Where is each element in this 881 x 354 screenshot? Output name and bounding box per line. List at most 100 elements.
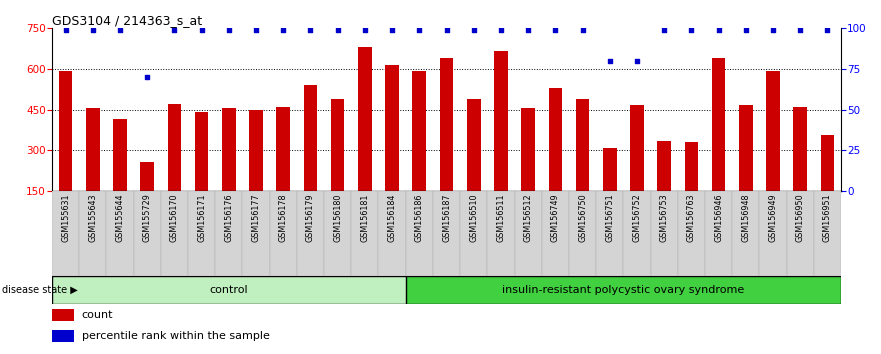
Point [277, 27, 291, 33]
Point [712, 27, 726, 33]
Bar [358, 47, 372, 191]
Bar [242, 191, 270, 276]
Point [575, 27, 589, 33]
Bar [624, 191, 650, 276]
Point [685, 27, 699, 33]
Text: GSM156950: GSM156950 [796, 194, 804, 242]
Text: insulin-resistant polycystic ovary syndrome: insulin-resistant polycystic ovary syndr… [502, 285, 744, 295]
Bar [440, 58, 454, 191]
Bar [114, 119, 127, 191]
Bar [331, 99, 344, 191]
Point [440, 27, 454, 33]
Bar [569, 191, 596, 276]
Bar [304, 85, 317, 191]
Bar [739, 105, 752, 191]
Point [358, 27, 372, 33]
Text: count: count [82, 310, 113, 320]
Bar [460, 191, 487, 276]
Bar [650, 191, 677, 276]
Bar [405, 276, 841, 304]
Point [113, 27, 127, 33]
Bar [412, 72, 426, 191]
Bar [630, 105, 644, 191]
Point [412, 27, 426, 33]
Bar [685, 142, 698, 191]
Text: GSM156948: GSM156948 [741, 194, 751, 242]
Point [195, 27, 209, 33]
Bar [487, 191, 515, 276]
Bar [86, 108, 100, 191]
Bar [549, 88, 562, 191]
Point [222, 27, 236, 33]
Text: GSM156180: GSM156180 [333, 194, 342, 242]
Point [58, 27, 72, 33]
Text: GSM156753: GSM156753 [660, 194, 669, 242]
Point [630, 58, 644, 63]
Text: GSM156181: GSM156181 [360, 194, 369, 242]
Point [820, 27, 834, 33]
Bar [759, 191, 787, 276]
Point [766, 27, 780, 33]
Text: GSM156179: GSM156179 [306, 194, 315, 242]
Bar [820, 135, 834, 191]
Bar [270, 191, 297, 276]
Bar [385, 65, 399, 191]
Text: percentile rank within the sample: percentile rank within the sample [82, 331, 270, 341]
Bar [575, 99, 589, 191]
Point [140, 74, 154, 80]
Bar [140, 162, 154, 191]
Point [330, 27, 344, 33]
Point [739, 27, 753, 33]
Bar [732, 191, 759, 276]
Bar [705, 191, 732, 276]
Bar [522, 108, 535, 191]
Text: GSM156752: GSM156752 [633, 194, 641, 242]
Text: GSM156171: GSM156171 [197, 194, 206, 242]
Bar [596, 191, 624, 276]
Point [467, 27, 481, 33]
Bar [59, 72, 72, 191]
Point [303, 27, 317, 33]
Bar [794, 107, 807, 191]
Text: GSM156186: GSM156186 [415, 194, 424, 242]
Text: GSM156512: GSM156512 [523, 194, 533, 242]
Bar [814, 191, 841, 276]
Bar [677, 191, 705, 276]
Text: GSM155729: GSM155729 [143, 194, 152, 242]
Bar [603, 148, 617, 191]
Bar [515, 191, 542, 276]
Text: GSM156750: GSM156750 [578, 194, 587, 242]
Bar [657, 141, 671, 191]
Bar [195, 112, 209, 191]
Bar [188, 191, 215, 276]
Text: control: control [210, 285, 248, 295]
Bar [167, 104, 181, 191]
Bar [712, 58, 725, 191]
Text: GSM156177: GSM156177 [252, 194, 261, 242]
Bar [52, 309, 74, 321]
Bar [222, 108, 235, 191]
Bar [297, 191, 324, 276]
Point [249, 27, 263, 33]
Point [657, 27, 671, 33]
Bar [542, 191, 569, 276]
Point [85, 27, 100, 33]
Bar [52, 191, 79, 276]
Point [548, 27, 562, 33]
Bar [52, 330, 74, 342]
Bar [467, 99, 480, 191]
Text: disease state ▶: disease state ▶ [2, 285, 78, 295]
Text: GSM155644: GSM155644 [115, 194, 124, 242]
Text: GSM156951: GSM156951 [823, 194, 832, 242]
Point [603, 58, 617, 63]
Bar [161, 191, 188, 276]
Bar [766, 72, 780, 191]
Text: GSM156510: GSM156510 [470, 194, 478, 242]
Bar [249, 109, 263, 191]
Bar [324, 191, 352, 276]
Bar [79, 191, 107, 276]
Text: GSM156946: GSM156946 [714, 194, 723, 242]
Text: GSM156178: GSM156178 [278, 194, 288, 242]
Text: GSM156187: GSM156187 [442, 194, 451, 242]
Text: GSM156949: GSM156949 [768, 194, 778, 242]
